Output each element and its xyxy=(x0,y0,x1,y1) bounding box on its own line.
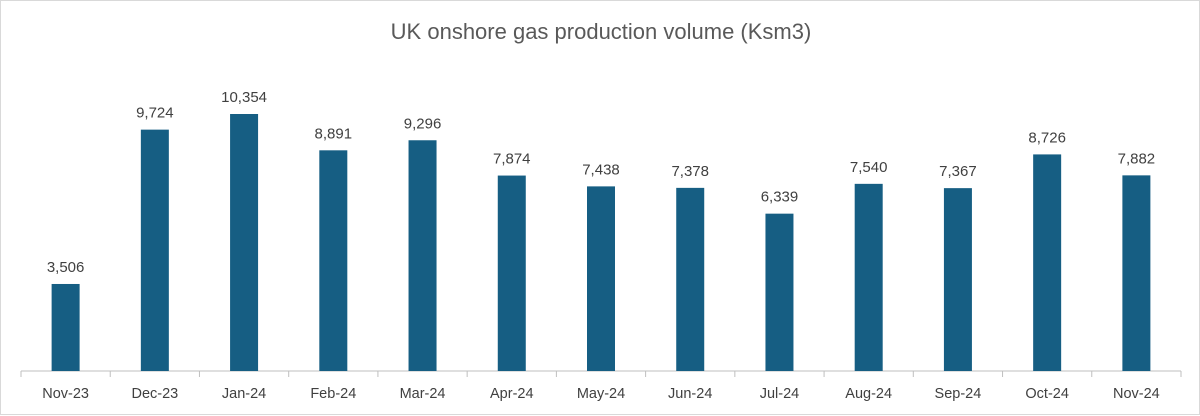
x-tick-label: Oct-24 xyxy=(1025,386,1069,402)
data-label: 8,726 xyxy=(1028,129,1066,146)
bar xyxy=(765,213,794,371)
x-tick-label: Jul-24 xyxy=(760,386,800,402)
bar xyxy=(676,187,705,371)
chart-title: UK onshore gas production volume (Ksm3) xyxy=(390,19,812,44)
x-tick-label: Sep-24 xyxy=(935,386,982,402)
bar xyxy=(51,283,80,371)
data-label: 8,891 xyxy=(315,125,353,142)
bar xyxy=(140,129,169,371)
bar xyxy=(854,183,883,371)
data-label: 7,367 xyxy=(939,163,977,180)
bar xyxy=(408,140,437,371)
x-tick-label: Dec-23 xyxy=(131,386,178,402)
x-tick-label: Aug-24 xyxy=(845,386,892,402)
bar xyxy=(230,114,259,371)
bar xyxy=(1033,154,1062,371)
x-tick-label: Mar-24 xyxy=(400,386,446,402)
data-label: 7,438 xyxy=(582,161,620,178)
data-label: 9,724 xyxy=(136,105,174,122)
x-tick-label: Nov-24 xyxy=(1113,386,1160,402)
bar xyxy=(497,175,526,371)
data-label: 7,874 xyxy=(493,151,531,168)
data-label: 7,882 xyxy=(1118,150,1156,167)
data-label: 7,378 xyxy=(671,163,709,180)
bar xyxy=(587,186,615,371)
bar xyxy=(319,150,348,371)
data-label: 3,506 xyxy=(47,259,85,276)
x-tick-label: Apr-24 xyxy=(490,386,534,402)
data-label: 9,296 xyxy=(404,115,442,132)
x-tick-label: Jan-24 xyxy=(222,386,266,402)
x-tick-label: May-24 xyxy=(577,386,625,402)
data-label: 7,540 xyxy=(850,159,888,176)
data-label: 6,339 xyxy=(761,189,799,206)
data-label: 10,354 xyxy=(221,89,267,106)
bar xyxy=(943,188,972,371)
x-tick-label: Nov-23 xyxy=(42,386,89,402)
x-tick-label: Feb-24 xyxy=(310,386,356,402)
x-tick-label: Jun-24 xyxy=(668,386,712,402)
bar xyxy=(1122,175,1151,371)
